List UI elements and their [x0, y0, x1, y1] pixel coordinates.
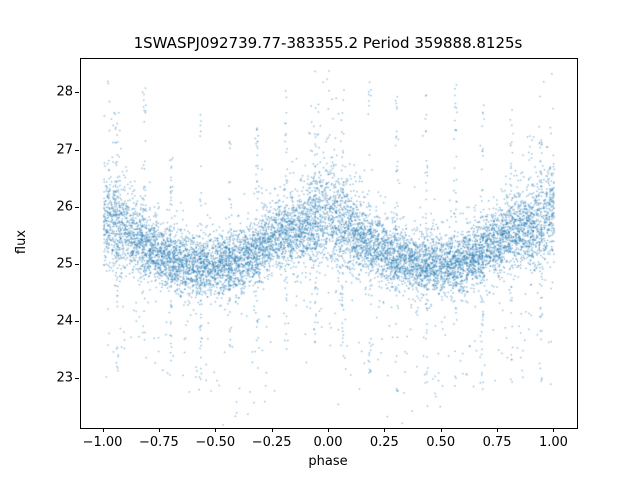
y-tick-mark [75, 321, 79, 323]
y-axis-label: flux [14, 229, 29, 255]
x-tick-label: 0.50 [426, 435, 456, 450]
y-tick-label: 24 [56, 313, 73, 329]
x-tick-mark [215, 428, 217, 432]
x-tick-label: 1.00 [538, 435, 568, 450]
x-tick-mark [328, 428, 329, 432]
chart-title: 1SWASPJ092739.77-383355.2 Period 359888.… [133, 34, 523, 52]
y-tick-label: 27 [56, 142, 73, 158]
x-tick-mark [271, 428, 273, 432]
y-tick-mark [75, 263, 79, 265]
x-tick-mark [497, 428, 499, 432]
y-tick-label: 23 [56, 370, 73, 386]
y-tick-mark [75, 92, 79, 94]
y-tick-label: 26 [56, 199, 73, 215]
x-tick-mark [553, 428, 555, 432]
y-tick-label: 25 [56, 256, 73, 272]
x-tick-label: 0.75 [482, 435, 512, 450]
x-tick-label: −1.00 [82, 435, 123, 450]
x-axis-label: phase [308, 454, 348, 469]
x-tick-label: −0.25 [251, 435, 292, 450]
y-tick-mark [75, 206, 79, 208]
y-tick-mark [75, 378, 79, 380]
x-tick-mark [158, 428, 160, 432]
x-tick-label: −0.50 [195, 435, 236, 450]
y-tick-mark [75, 149, 79, 151]
x-tick-label: 0.25 [369, 435, 399, 450]
x-tick-mark [440, 428, 442, 432]
x-tick-label: −0.75 [138, 435, 179, 450]
x-tick-label: 0.00 [313, 435, 343, 450]
x-tick-mark [384, 428, 386, 432]
x-tick-mark [102, 428, 104, 432]
scatter-points [81, 59, 577, 428]
y-tick-label: 28 [56, 84, 73, 100]
plot-area [80, 58, 578, 429]
